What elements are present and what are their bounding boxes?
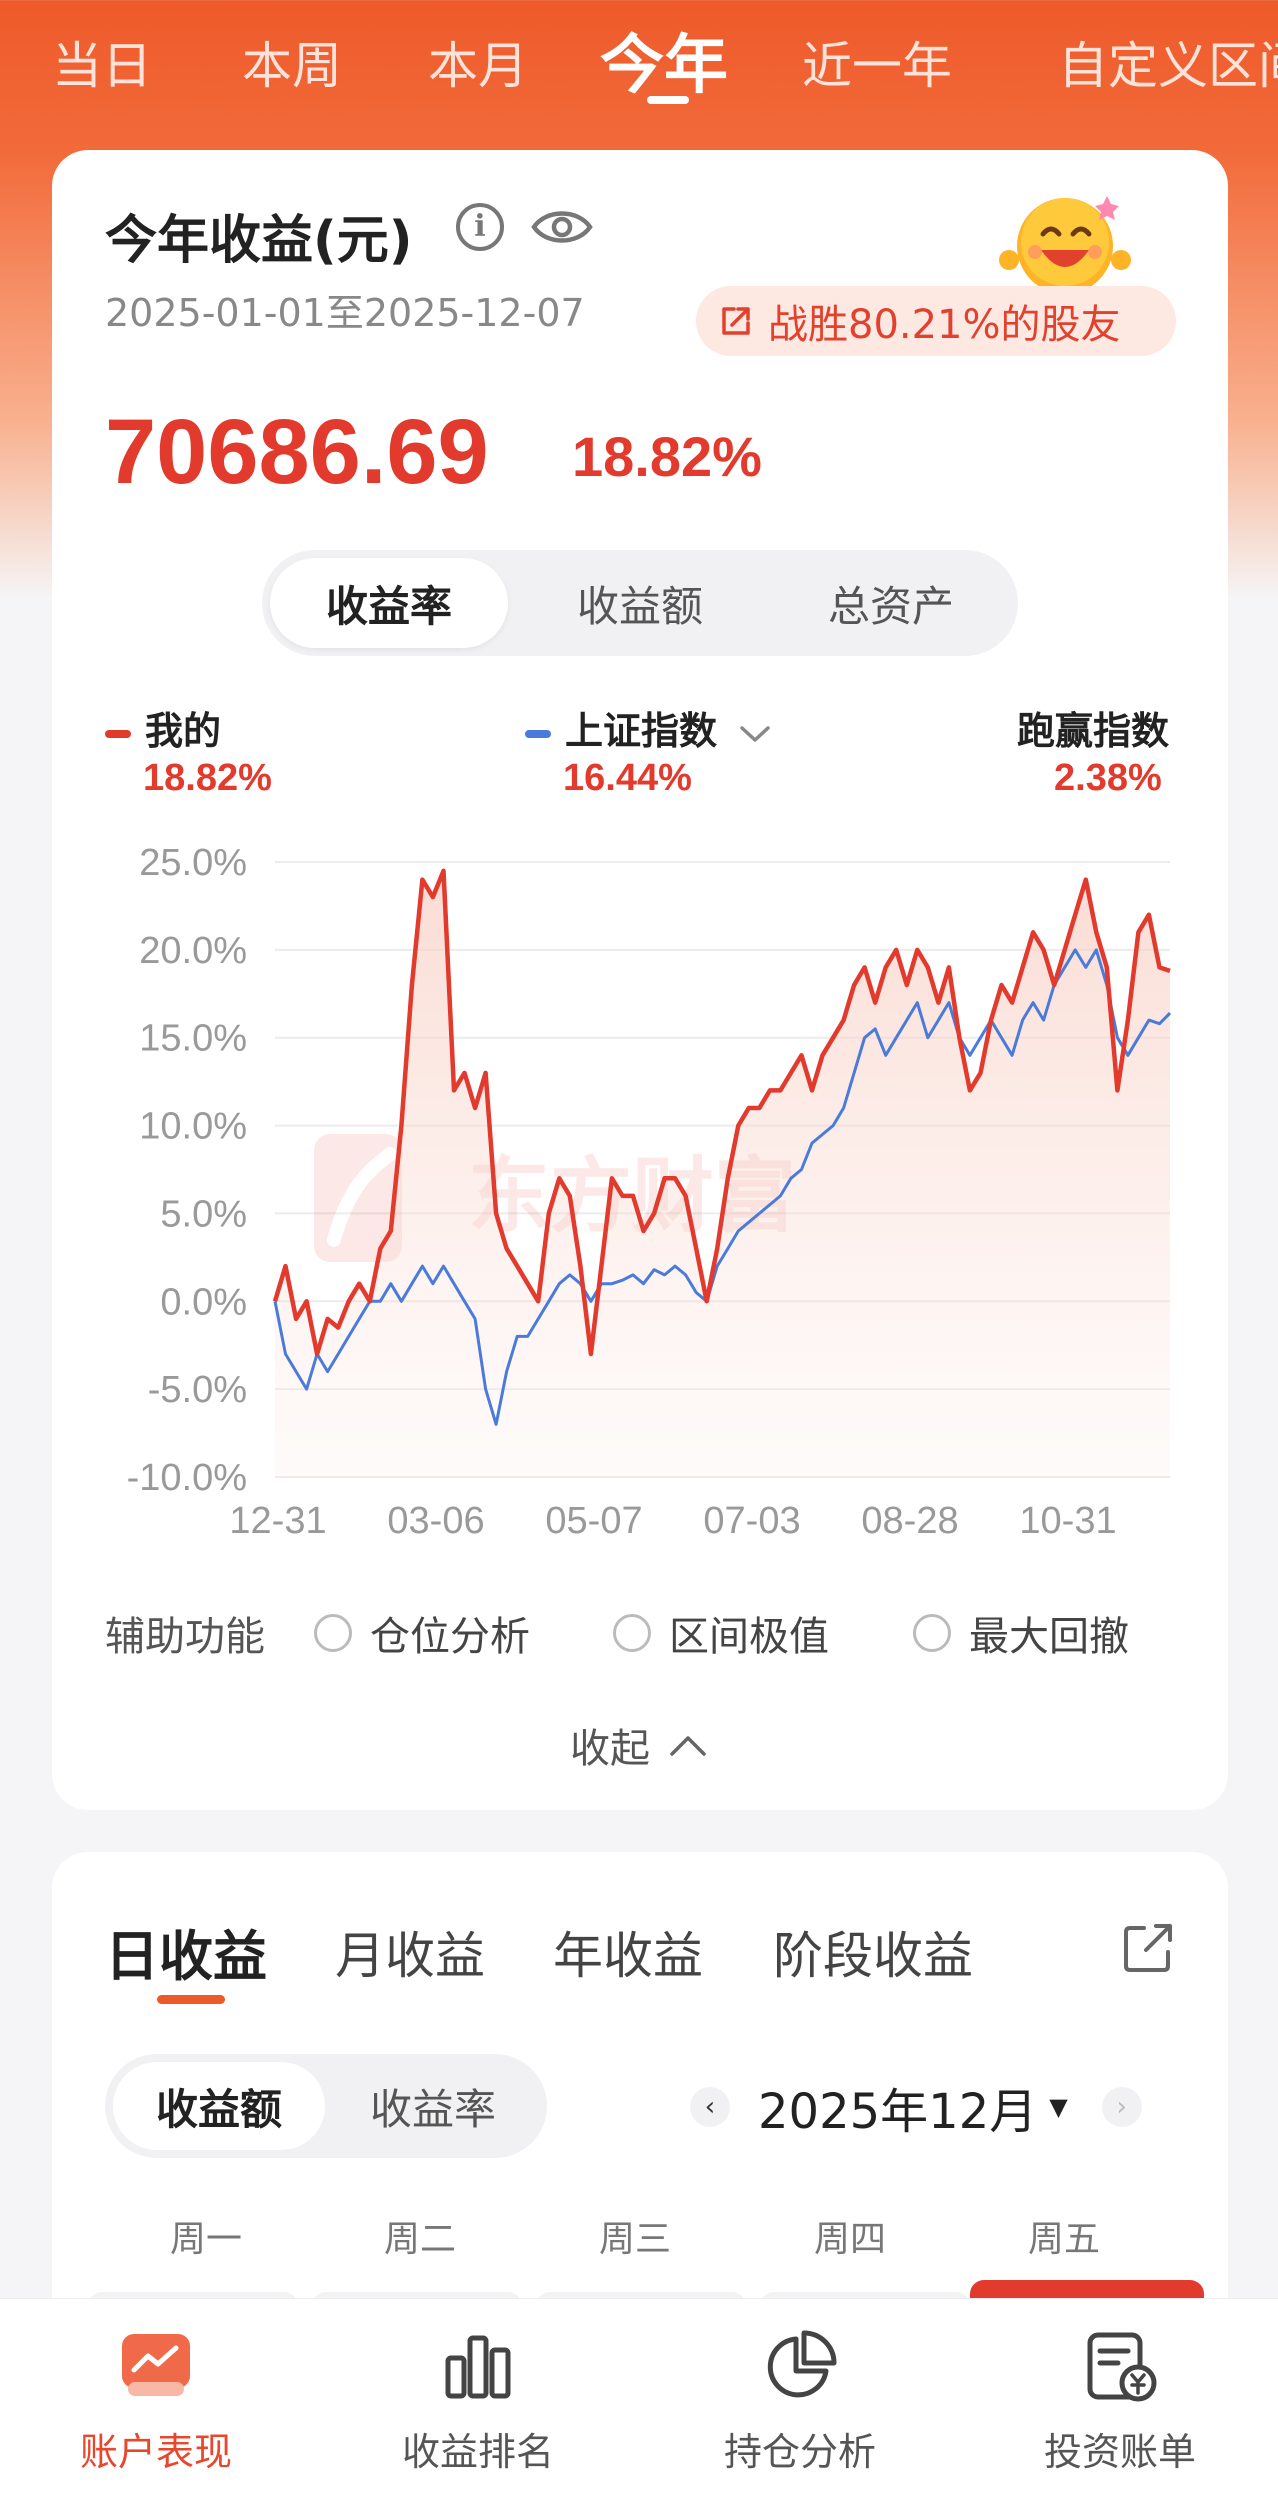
bar-chart-icon [445,2335,511,2399]
dropdown-caret-icon[interactable]: ▼ [1049,2093,1068,2121]
y-tick-label: 5.0% [160,1193,247,1235]
collapse-button[interactable]: 收起 [570,1716,708,1774]
legend-index-swatch [525,729,551,738]
weekday-mon: 周一 [170,2219,243,2260]
radio-max-drawdown-label: 最大回撤 [969,1614,1129,1660]
y-tick-label: -10.0% [127,1457,247,1499]
radio-position-analysis-label: 仓位分析 [370,1614,530,1660]
y-tick-label: 10.0% [139,1106,247,1148]
radio-circle [314,1614,352,1652]
export-icon[interactable] [1118,1918,1178,1978]
x-tick-label: 03-06 [387,1500,484,1542]
x-tick-label: 10-31 [1019,1500,1116,1542]
x-tick-label: 07-03 [703,1500,800,1542]
x-tick-label: 08-28 [861,1500,958,1542]
chevron-up-icon [670,1736,706,1756]
legend-mine: 我的 [105,700,221,755]
toggle-total-assets[interactable]: 总资产 [827,581,954,631]
tab-yearly-profit[interactable]: 年收益 [553,1927,703,1985]
chart-metric-toggle: 收益率 收益额 总资产 [262,550,1018,656]
y-tick-label: -5.0% [148,1369,247,1411]
bill-icon [1087,2332,1157,2402]
pie-chart-icon [767,2330,837,2398]
info-icon[interactable]: i [456,203,504,251]
toggle-profit-amount[interactable]: 收益额 [576,581,703,631]
tab-daily-profit[interactable]: 日收益 [105,1925,267,1988]
x-tick-label: 05-07 [545,1500,642,1542]
page-title: 今年收益(元) [105,211,413,271]
period-tabs: 当日 本周 本月 今年 近一年 自定义区间 [0,0,1278,110]
nav-investment-bill-label: 投资账单 [1043,2430,1196,2474]
active-tab-indicator [647,96,689,104]
share-icon [722,307,750,335]
legend-outperform-label: 跑赢指数 [1017,709,1170,753]
index-series-line [273,948,1172,1426]
profit-amount: 70686.69 [105,401,489,503]
x-tick-label: 12-31 [229,1500,326,1542]
nav-account-performance-label: 账户表现 [79,2430,232,2474]
radio-circle [613,1614,651,1652]
performance-chart-icon [122,2334,190,2396]
calendar-metric-toggle: 收益额 收益率 [105,2054,547,2158]
beat-peers-text: 战胜80.21%的股友 [768,302,1121,348]
radio-max-drawdown[interactable]: 最大回撤 [913,1604,1129,1662]
radio-range-extreme-label: 区间极值 [669,1614,829,1660]
y-tick-label: 25.0% [139,842,247,884]
nav-profit-ranking[interactable]: 收益排名 [348,2329,608,2476]
mine-series-line [272,868,1171,1357]
eye-icon[interactable] [530,203,594,251]
tab-today[interactable]: 当日 [52,37,152,95]
tab-monthly-profit[interactable]: 月收益 [335,1927,485,1985]
toggle-return-rate[interactable]: 收益率 [270,558,508,648]
legend-mine-label: 我的 [145,709,222,753]
smiley-emoji-icon [999,196,1131,294]
nav-holdings-analysis-label: 持仓分析 [723,2430,876,2474]
tab-stage-profit[interactable]: 阶段收益 [773,1927,973,1985]
tab-this-year[interactable]: 今年 [600,29,728,103]
legend-index[interactable]: 上证指数 [525,700,772,755]
aux-function-label: 辅助功能 [105,1614,265,1660]
x-axis-ticks: 12-31 03-06 05-07 07-03 08-28 10-31 [229,1500,1116,1542]
date-range: 2025-01-01至2025-12-07 [105,291,585,335]
profit-rate: 18.82% [572,425,762,488]
legend-mine-swatch [105,729,131,738]
mine-area-fill [275,870,1170,1477]
legend-index-label: 上证指数 [565,709,718,753]
bottom-nav: 账户表现 收益排名 持仓分析 投资 [0,2298,1278,2493]
month-label[interactable]: 2025年12月 [758,2084,1038,2140]
tab-last-year[interactable]: 近一年 [802,37,952,95]
prev-month-icon[interactable]: ‹ [690,2087,730,2127]
tab-this-month[interactable]: 本月 [428,37,528,95]
radio-range-extreme[interactable]: 区间极值 [613,1604,829,1662]
nav-investment-bill[interactable]: 投资账单 [990,2329,1250,2476]
return-chart[interactable]: 25.0%20.0%15.0%10.0%5.0%0.0%-5.0%-10.0% … [90,820,1200,1560]
y-tick-label: 20.0% [139,930,247,972]
month-selector: ‹ 2025年12月 ▼ › [690,2072,1142,2142]
legend-outperform-value: 2.38% [1054,757,1162,799]
legend-index-value: 16.44% [563,757,692,799]
weekday-wed: 周三 [599,2219,672,2260]
tab-this-week[interactable]: 本周 [242,37,342,95]
collapse-label: 收起 [570,1726,650,1772]
weekday-tue: 周二 [384,2219,457,2260]
weekday-thu: 周四 [814,2219,887,2260]
tab-custom-range[interactable]: 自定义区间 [1058,37,1278,95]
toggle-calendar-amount[interactable]: 收益额 [113,2062,325,2150]
y-axis-ticks: 25.0% 20.0% 15.0% 10.0% 5.0% 0.0% -5.0% -10.0% [127,842,247,1499]
radio-circle [913,1614,951,1652]
nav-account-performance[interactable]: 账户表现 [26,2329,286,2476]
y-tick-label: 0.0% [160,1281,247,1323]
beat-peers-badge[interactable]: 战胜80.21%的股友 [696,286,1176,356]
legend-mine-value: 18.82% [143,757,272,799]
nav-holdings-analysis[interactable]: 持仓分析 [670,2329,930,2476]
nav-profit-ranking-label: 收益排名 [401,2430,554,2474]
weekday-fri: 周五 [1028,2219,1101,2260]
y-tick-label: 15.0% [139,1018,247,1060]
radio-position-analysis[interactable]: 仓位分析 [314,1604,530,1662]
next-month-icon[interactable]: › [1101,2087,1142,2127]
chevron-down-icon [740,725,770,742]
active-profit-tab-indicator [157,1995,225,2004]
toggle-calendar-rate[interactable]: 收益率 [369,2084,496,2134]
